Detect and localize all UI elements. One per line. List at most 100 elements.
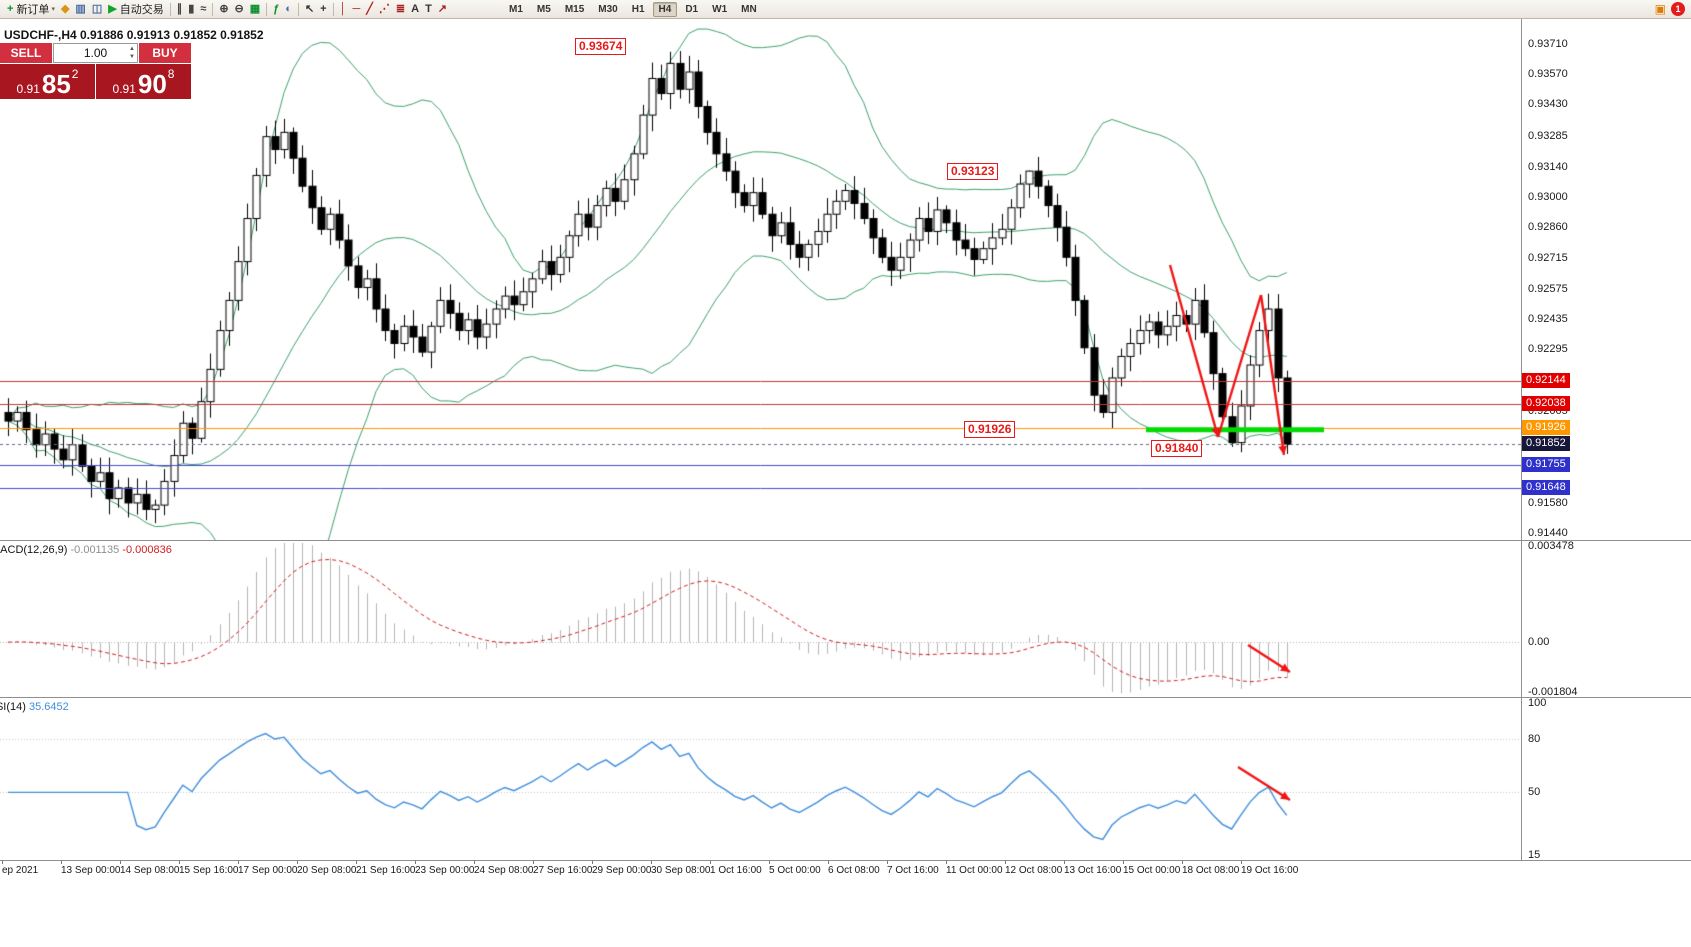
price-axis-label: 0.93570 — [1528, 68, 1568, 81]
price-badge: 0.91755 — [1522, 457, 1570, 473]
macd-name: MACD(12,26,9) — [0, 544, 68, 556]
cursor-icon: ↖ — [304, 3, 315, 15]
text-button[interactable]: A — [408, 1, 422, 17]
main-chart-panel: USDCHF-,H4 0.91886 0.91913 0.91852 0.918… — [0, 19, 1521, 540]
indicators-button[interactable]: ƒ — [270, 1, 282, 17]
time-axis-label: 12 Oct 08:00 — [1005, 865, 1063, 876]
time-tick — [238, 861, 239, 864]
time-axis-label: 7 Oct 16:00 — [887, 865, 939, 876]
macd-axis-label: -0.001804 — [1528, 686, 1578, 698]
rsi-axis-label: 50 — [1528, 786, 1541, 799]
price-axis[interactable]: 0.93710 0.93570 0.93430 0.93285 0.93140 0.930… — [1521, 19, 1691, 861]
time-axis-label: 13 Oct 16:00 — [1064, 865, 1122, 876]
price-callout[interactable]: 0.91840 — [1151, 440, 1203, 457]
timeframe-button-W1[interactable]: W1 — [712, 3, 728, 15]
line-chart-button[interactable]: ≈ — [197, 1, 209, 17]
timeframe-button-M15[interactable]: M15 — [564, 3, 585, 15]
fibonacci-button[interactable]: ≣ — [393, 1, 408, 17]
timeframe-button-H1[interactable]: H1 — [631, 3, 645, 15]
panel-separator[interactable] — [0, 697, 1691, 698]
chart-title: USDCHF-,H4 0.91886 0.91913 0.91852 0.918… — [4, 28, 264, 42]
timeframe-button-M30[interactable]: M30 — [598, 3, 618, 15]
data-window-button[interactable]: ◫ — [89, 1, 105, 17]
volume-value: 1.00 — [83, 46, 108, 60]
horizontal-line-icon: ─ — [352, 3, 361, 15]
buy-price[interactable]: 0.91 90 8 — [96, 64, 191, 99]
price-badge: 0.91648 — [1522, 480, 1570, 496]
volume-input[interactable]: 1.00 ▲ ▼ — [53, 43, 138, 63]
candlestick-chart-button[interactable]: ▮ — [185, 1, 197, 17]
time-axis-label: 24 Sep 08:00 — [474, 865, 534, 876]
periods-button[interactable]: ◐ — [282, 1, 295, 17]
timeframe-button-H4[interactable]: H4 — [652, 1, 678, 17]
panel-separator[interactable] — [0, 860, 1691, 861]
tile-windows-button[interactable]: ▦ — [247, 1, 263, 17]
buy-button[interactable]: BUY — [139, 43, 191, 63]
rsi-name: RSI(14) — [0, 701, 26, 713]
timeframe-button-D1[interactable]: D1 — [685, 3, 699, 15]
time-axis-label: 6 Oct 08:00 — [828, 865, 880, 876]
rsi-axis-label: 80 — [1528, 732, 1541, 745]
zoom-out-button[interactable]: ⊖ — [232, 1, 247, 17]
trendline-button[interactable]: ╱ — [363, 1, 376, 17]
new-order-button[interactable]: + 新订单 ▾ — [4, 1, 58, 17]
timeframe-button-M1[interactable]: M1 — [509, 3, 523, 15]
price-axis-label: 0.92715 — [1528, 252, 1568, 265]
rsi-canvas[interactable] — [0, 698, 1521, 860]
price-axis-label: 0.92860 — [1528, 221, 1568, 234]
bar-chart-button[interactable]: ∥ — [174, 1, 186, 17]
buy-price-sup: 8 — [167, 67, 175, 81]
time-axis-label: 13 Sep 00:00 — [61, 865, 121, 876]
fibonacci-icon: ≣ — [395, 3, 406, 15]
timeframe-button-M5[interactable]: M5 — [536, 3, 551, 15]
time-tick — [1182, 861, 1183, 864]
price-axis-label: 0.92575 — [1528, 282, 1568, 295]
price-badge: 0.91926 — [1522, 420, 1570, 436]
rsi-axis-label: 15 — [1528, 849, 1541, 861]
time-axis[interactable]: ep 2021 13 Sep 00:00 14 Sep 08:00 15 Sep 16… — [0, 861, 1691, 947]
macd-canvas[interactable] — [0, 541, 1521, 697]
spinner-down-icon[interactable]: ▼ — [129, 54, 135, 60]
channel-button[interactable]: ⋰ — [376, 1, 393, 17]
time-tick — [1005, 861, 1006, 864]
vertical-line-button[interactable]: │ — [337, 1, 350, 17]
sell-button[interactable]: SELL — [0, 43, 52, 63]
spinner-up-icon[interactable]: ▲ — [129, 46, 135, 52]
notification-badge[interactable]: 1 — [1671, 2, 1685, 16]
periods-icon: ◐ — [285, 3, 292, 15]
macd-value-signal: -0.000836 — [122, 544, 172, 556]
price-callout[interactable]: 0.91926 — [964, 421, 1016, 438]
price-callout[interactable]: 0.93674 — [575, 38, 627, 55]
rsi-panel: RSI(14) 35.6452 — [0, 698, 1521, 860]
buy-price-big: 90 — [137, 69, 167, 99]
zoom-in-button[interactable]: ⊕ — [216, 1, 231, 17]
price-axis-label: 0.92295 — [1528, 342, 1568, 355]
text-label-icon: T — [425, 3, 432, 15]
cursor-button[interactable]: ↖ — [302, 1, 317, 17]
price-chart-canvas[interactable] — [0, 19, 1521, 540]
time-tick — [592, 861, 593, 864]
panel-separator[interactable] — [0, 540, 1691, 541]
time-tick — [1123, 861, 1124, 864]
metaeditor-button[interactable]: ◆ — [58, 1, 72, 17]
text-label-button[interactable]: T — [422, 1, 435, 17]
time-tick — [769, 861, 770, 864]
volume-spinner[interactable]: ▲ ▼ — [129, 45, 135, 61]
price-axis-label: 0.91580 — [1528, 496, 1568, 509]
market-watch-icon: ▥ — [75, 3, 86, 15]
price-axis-label: 0.93285 — [1528, 129, 1568, 142]
crosshair-button[interactable]: + — [317, 1, 329, 17]
horizontal-line-button[interactable]: ─ — [349, 1, 363, 17]
data-window-icon: ◫ — [91, 3, 103, 15]
sell-price[interactable]: 0.91 85 2 — [0, 64, 95, 99]
rsi-label: RSI(14) 35.6452 — [0, 701, 69, 713]
price-callout[interactable]: 0.93123 — [947, 163, 999, 180]
auto-trading-button[interactable]: ▶ 自动交易 — [105, 1, 166, 17]
market-watch-button[interactable]: ▥ — [72, 1, 88, 17]
channel-icon: ⋰ — [378, 3, 390, 15]
arrows-tool-button[interactable]: ↗ — [435, 1, 450, 17]
timeframe-button-MN[interactable]: MN — [741, 3, 757, 15]
chevron-down-icon: ▾ — [51, 6, 55, 13]
macd-axis-label: 0.003478 — [1528, 540, 1574, 552]
news-icon[interactable]: ▣ — [1654, 2, 1666, 16]
